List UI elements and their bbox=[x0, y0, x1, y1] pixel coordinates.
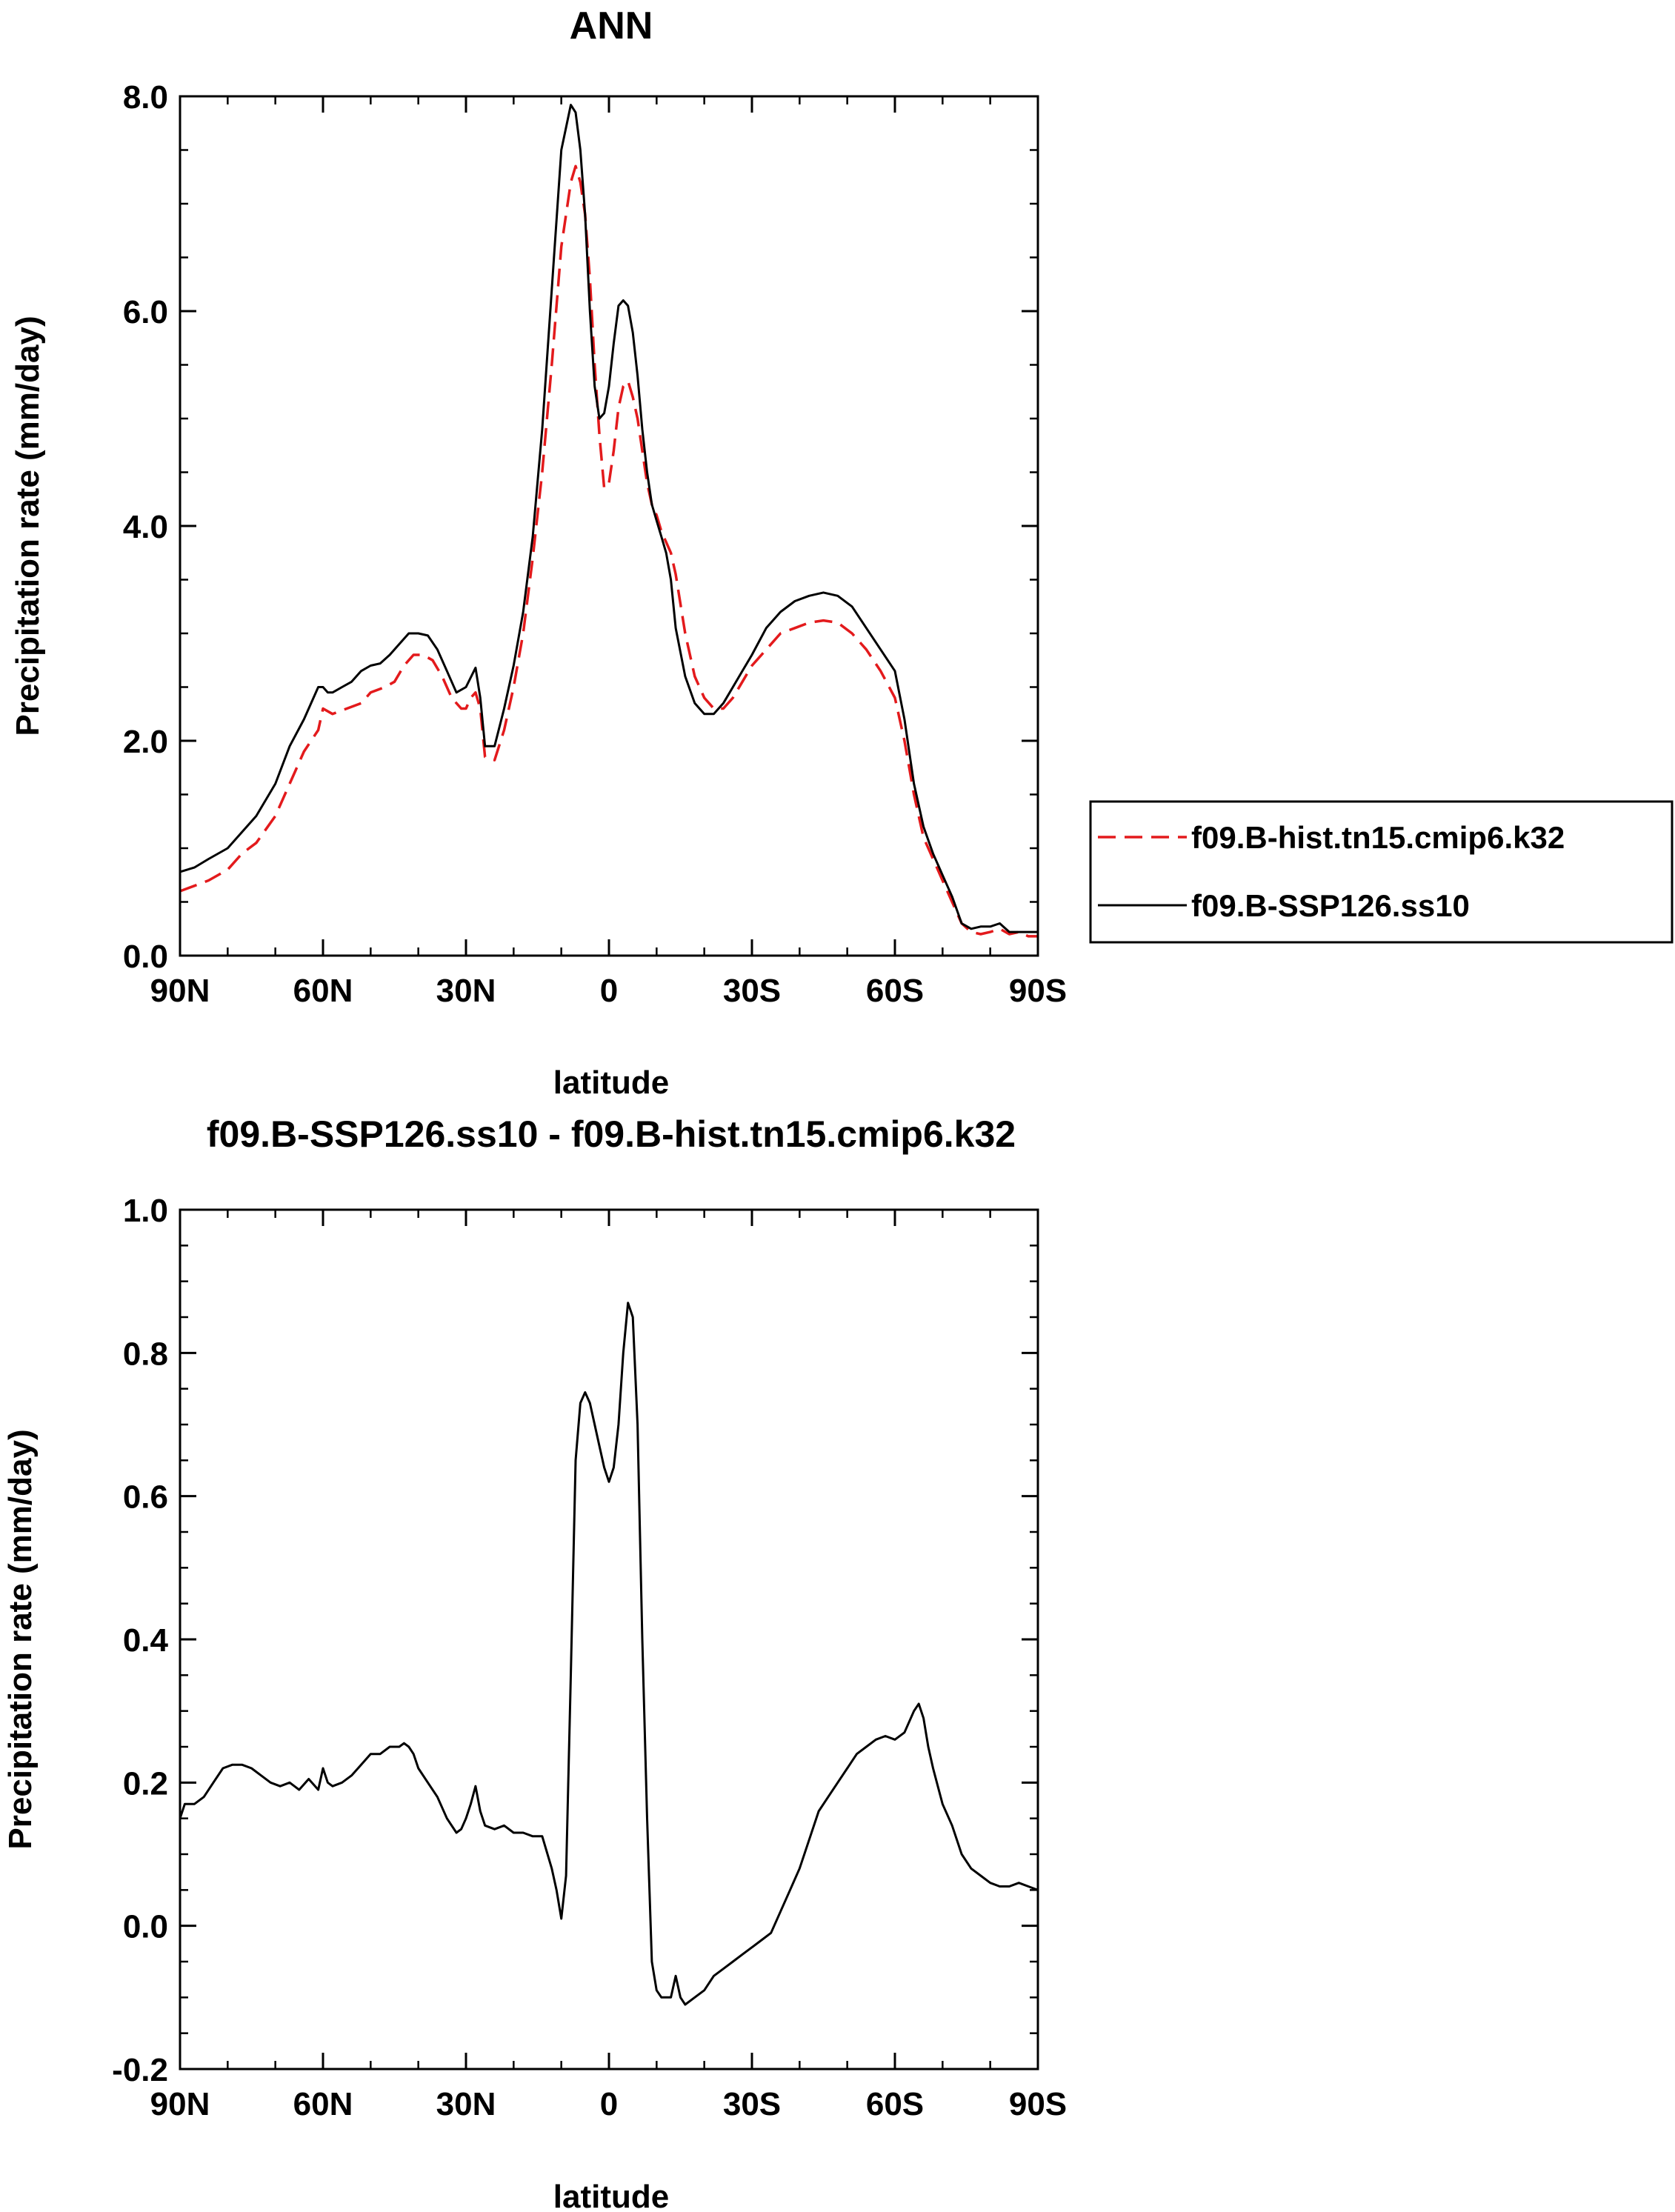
x-tick-label: 60S bbox=[866, 2086, 924, 2122]
y-tick-label: 0.0 bbox=[123, 1909, 168, 1945]
difference-panel: f09.B-SSP126.ss10 - f09.B-hist.tn15.cmip… bbox=[2, 1113, 1067, 2212]
chart-title: f09.B-SSP126.ss10 - f09.B-hist.tn15.cmip… bbox=[207, 1113, 1016, 1155]
legend: f09.B-hist.tn15.cmip6.k32 f09.B-SSP126.s… bbox=[1089, 800, 1674, 944]
plot-frame bbox=[179, 95, 1039, 957]
legend-entry-ssp126: f09.B-SSP126.ss10 bbox=[1191, 888, 1470, 923]
chart-title: ANN bbox=[570, 4, 653, 47]
y-tick-label: 0.0 bbox=[123, 939, 168, 975]
legend-box bbox=[1089, 800, 1674, 944]
x-tick-label: 90N bbox=[150, 973, 210, 1009]
y-tick-label: 2.0 bbox=[123, 724, 168, 760]
x-tick-label: 30N bbox=[436, 2086, 496, 2122]
series-layer bbox=[179, 1302, 1039, 2006]
axis-ticks: 90N 60N 30N 0 30S 60S 90S -0.2 0.0 0.2 0.4 0.6 0.8 1.… bbox=[112, 1193, 1067, 2122]
series-layer bbox=[179, 104, 1038, 938]
y-tick-label: -0.2 bbox=[112, 2052, 168, 2088]
y-tick-label: 0.4 bbox=[123, 1622, 169, 1659]
plot-frame bbox=[179, 1208, 1039, 2071]
series-line-0 bbox=[179, 164, 1038, 938]
x-tick-label: 60S bbox=[866, 973, 924, 1009]
x-tick-label: 0 bbox=[600, 973, 618, 1009]
legend-entry-hist: f09.B-hist.tn15.cmip6.k32 bbox=[1191, 820, 1565, 855]
x-tick-label: 30S bbox=[723, 2086, 781, 2122]
axis-ticks: 90N 60N 30N 0 30S 60S 90S 0.0 2.0 4.0 6.0 8.0 bbox=[123, 79, 1067, 1009]
x-tick-label: 30S bbox=[723, 973, 781, 1009]
x-tick-label: 30N bbox=[436, 973, 496, 1009]
x-tick-label: 60N bbox=[293, 2086, 353, 2122]
x-tick-label: 60N bbox=[293, 973, 353, 1009]
annual-precipitation-panel: ANN 90N 60N 30N 0 30S 60S 90S 0.0 2.0 4.0 6.0 8.0 l… bbox=[10, 4, 1674, 1101]
x-tick-label: 0 bbox=[600, 2086, 618, 2122]
x-tick-label: 90N bbox=[150, 2086, 210, 2122]
y-tick-label: 8.0 bbox=[123, 79, 168, 116]
y-tick-label: 6.0 bbox=[123, 294, 168, 330]
x-axis-label: latitude bbox=[553, 2179, 669, 2212]
y-axis-label: Precipitation rate (mm/day) bbox=[2, 1429, 39, 1849]
x-tick-label: 90S bbox=[1009, 2086, 1067, 2122]
x-axis-label: latitude bbox=[553, 1065, 669, 1101]
series-line-1 bbox=[179, 104, 1038, 933]
y-tick-label: 0.8 bbox=[123, 1336, 168, 1372]
y-axis-label: Precipitation rate (mm/day) bbox=[10, 316, 46, 736]
x-tick-label: 90S bbox=[1009, 973, 1067, 1009]
y-tick-label: 4.0 bbox=[123, 509, 168, 545]
y-tick-label: 0.6 bbox=[123, 1479, 168, 1516]
y-tick-label: 0.2 bbox=[123, 1765, 168, 1802]
series-line-0 bbox=[179, 1302, 1039, 2006]
y-tick-label: 1.0 bbox=[123, 1193, 168, 1229]
